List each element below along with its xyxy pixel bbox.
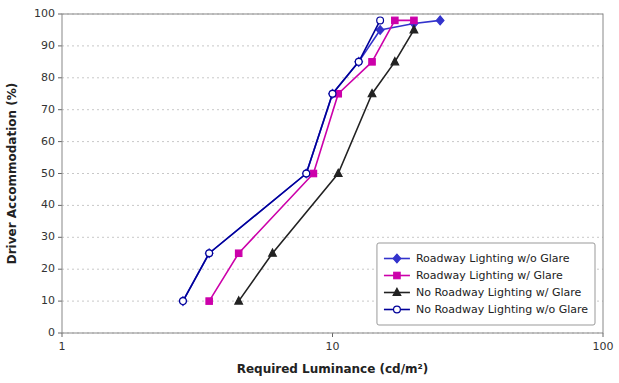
tick-label: 80 bbox=[41, 71, 55, 84]
y-axis-label: Driver Accommodation (%) bbox=[5, 83, 19, 265]
x-axis-label: Required Luminance (cd/m²) bbox=[237, 362, 429, 376]
grid-line bbox=[62, 45, 603, 46]
data-point bbox=[355, 58, 362, 65]
legend-marker bbox=[393, 288, 401, 295]
data-point bbox=[329, 90, 336, 97]
grid-line bbox=[62, 141, 603, 142]
data-point bbox=[410, 26, 418, 33]
legend-marker bbox=[394, 272, 400, 278]
tick-label: 30 bbox=[41, 230, 55, 243]
legend-marker bbox=[394, 306, 401, 313]
tick-label: 10 bbox=[326, 340, 340, 353]
grid-line bbox=[62, 237, 603, 238]
tick bbox=[58, 173, 62, 174]
data-point bbox=[269, 249, 277, 256]
series-line bbox=[183, 20, 380, 301]
legend-box bbox=[377, 243, 595, 325]
tick bbox=[58, 109, 62, 110]
tick bbox=[58, 77, 62, 78]
tick bbox=[332, 333, 333, 337]
tick-label: 100 bbox=[34, 7, 55, 20]
tick bbox=[58, 269, 62, 270]
tick-label: 50 bbox=[41, 167, 55, 180]
tick bbox=[58, 333, 62, 334]
tick-label: 70 bbox=[41, 103, 55, 116]
tick-label: 40 bbox=[41, 198, 55, 211]
tick bbox=[58, 14, 62, 15]
data-point bbox=[377, 17, 384, 24]
grid-line bbox=[62, 205, 603, 206]
data-point bbox=[310, 170, 316, 176]
legend-label: No Roadway Lighting w/ Glare bbox=[416, 286, 582, 299]
chart: 0102030405060708090100110100Required Lum… bbox=[0, 0, 619, 383]
data-point bbox=[206, 298, 212, 304]
tick-label: 10 bbox=[41, 294, 55, 307]
data-point bbox=[368, 89, 376, 96]
tick-label: 90 bbox=[41, 39, 55, 52]
data-point bbox=[303, 170, 310, 177]
plot-frame bbox=[62, 14, 603, 333]
series-line bbox=[183, 20, 440, 301]
legend-label: Roadway Lighting w/o Glare bbox=[416, 252, 570, 265]
tick bbox=[58, 205, 62, 206]
data-point bbox=[334, 169, 342, 176]
plot-area bbox=[62, 14, 603, 333]
data-point bbox=[206, 250, 213, 257]
tick bbox=[603, 333, 604, 337]
tick bbox=[58, 237, 62, 238]
data-point bbox=[411, 17, 417, 23]
tick bbox=[58, 141, 62, 142]
data-point bbox=[179, 297, 187, 306]
data-point bbox=[235, 297, 243, 304]
tick-label: 1 bbox=[59, 340, 66, 353]
tick-label: 0 bbox=[48, 326, 55, 339]
grid-line bbox=[62, 173, 603, 174]
tick-label: 100 bbox=[593, 340, 614, 353]
tick bbox=[58, 45, 62, 46]
legend-label: Roadway Lighting w/ Glare bbox=[416, 269, 563, 282]
data-point bbox=[436, 16, 444, 25]
data-point bbox=[369, 59, 375, 65]
tick bbox=[62, 333, 63, 337]
data-point bbox=[235, 250, 241, 256]
tick-label: 20 bbox=[41, 262, 55, 275]
legend-label: No Roadway Lighting w/o Glare bbox=[416, 303, 588, 316]
legend: Roadway Lighting w/o Glare Roadway Lighti… bbox=[377, 243, 595, 325]
legend-marker bbox=[393, 254, 401, 263]
data-point bbox=[392, 17, 398, 23]
tick-label: 60 bbox=[41, 135, 55, 148]
grid-line bbox=[62, 77, 603, 78]
data-point bbox=[391, 58, 399, 65]
data-point bbox=[180, 298, 187, 305]
tick bbox=[58, 301, 62, 302]
